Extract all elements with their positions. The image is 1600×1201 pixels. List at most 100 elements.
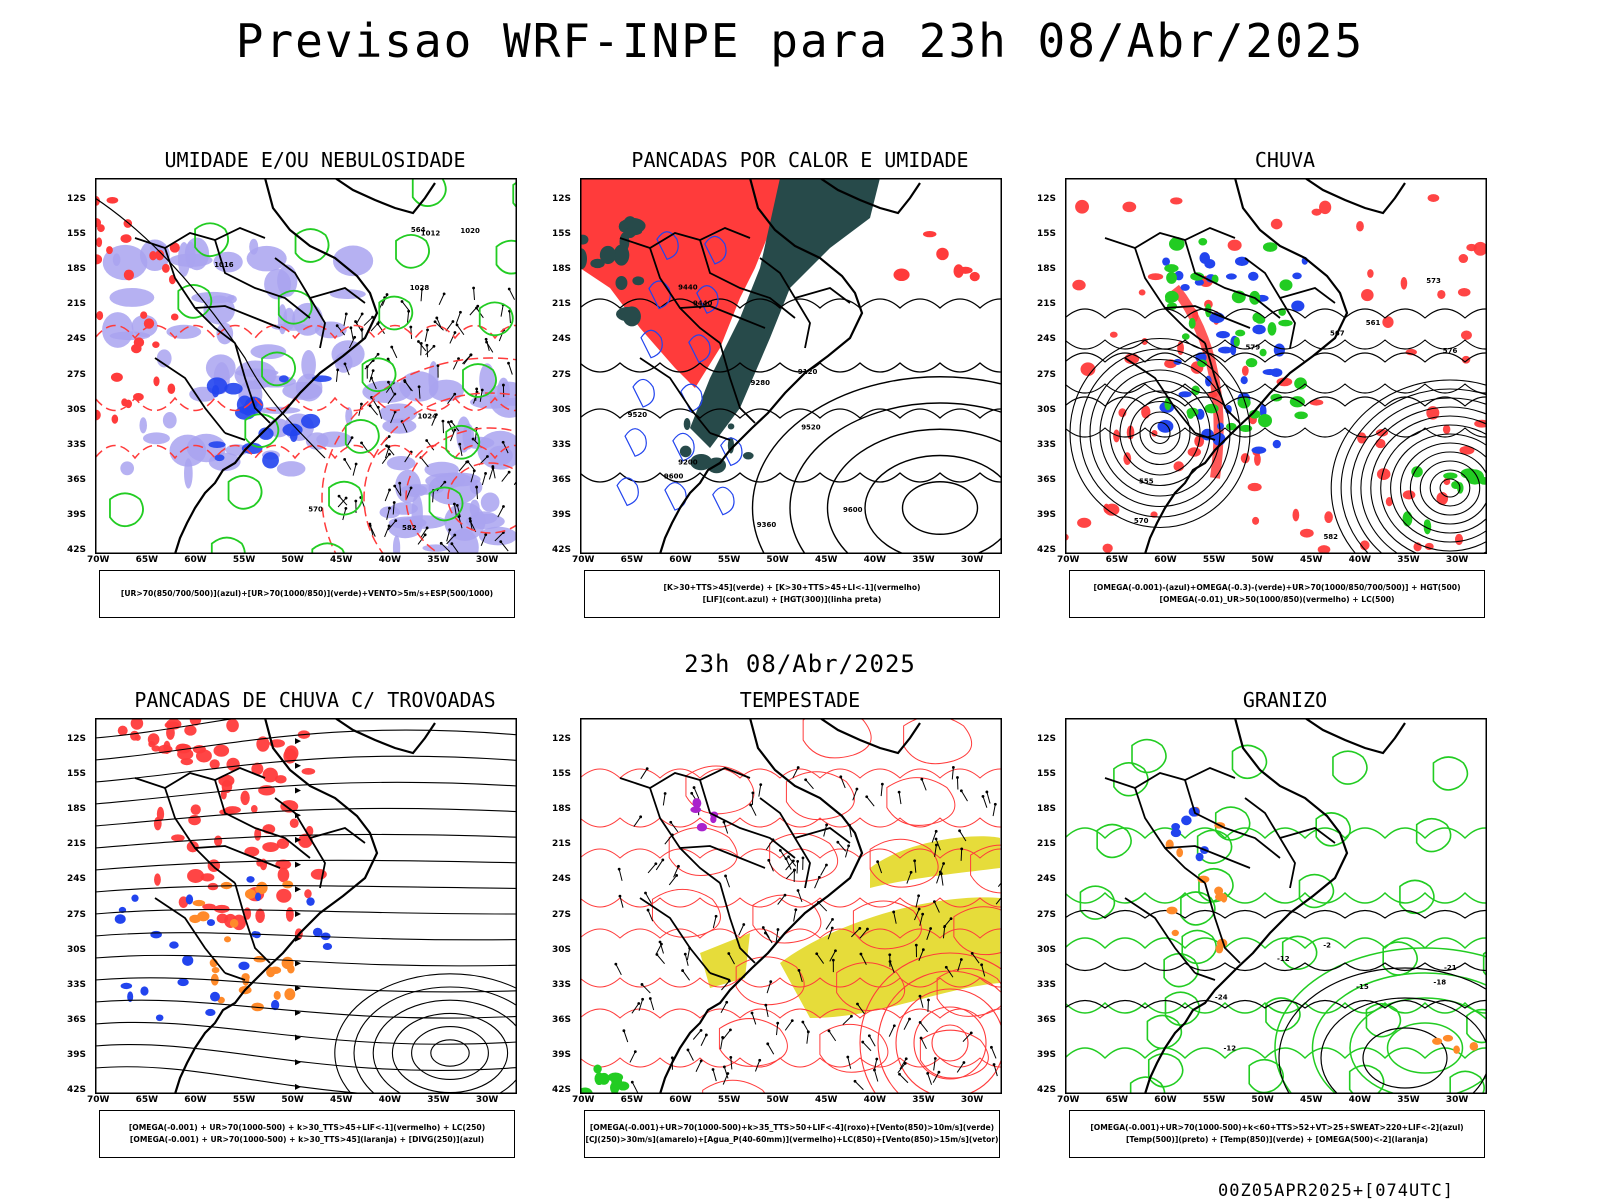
panel-legend: [K>30+TTS>45](verde) + [K>30+TTS>45+LI<-… [584,570,1000,618]
longitude-label: 35W [1397,1095,1419,1105]
contour-line [914,1007,986,1079]
latitude-label: 24S [552,334,571,344]
wind-arrowhead [677,865,680,868]
shaded-area [481,492,500,512]
shaded-area [120,461,134,475]
forecast-map [95,718,517,1094]
wind-arrowhead [758,1059,761,1062]
wind-arrowhead [661,859,664,862]
wind-vector [777,1023,778,1035]
wind-vector [619,869,622,881]
contour-label: 1020 [460,227,480,235]
wind-vector [353,464,356,476]
latitude-label: 33S [552,440,571,450]
latitude-label: 33S [552,980,571,990]
longitude-label: 45W [815,1095,837,1105]
wind-vector [993,804,995,816]
panel-title: CHUVA [1065,148,1505,172]
contour-label: 9520 [801,423,821,431]
shaded-area [1148,273,1163,280]
contour-line [412,1027,489,1080]
shaded-area [230,919,239,928]
latitude-label: 39S [552,1050,571,1060]
wind-arrowhead [856,1003,859,1006]
wind-vector [824,825,827,837]
wind-vector [336,370,337,382]
shaded-area [238,962,249,971]
shaded-area [1228,240,1242,251]
shaded-area [1252,446,1267,453]
state-border [225,433,245,440]
wind-arrowhead [850,1015,853,1018]
water-vapor-contour [920,1030,988,1078]
shaded-area [274,991,281,1000]
wind-vector [818,902,826,911]
longitude-label: 55W [1203,555,1225,565]
latitude-label: 42S [552,1085,571,1095]
shaded-area [1218,347,1233,354]
shaded-area [193,900,206,906]
wind-arrowhead [450,542,453,545]
latitude-label: 12S [67,734,86,744]
wind-arrowhead [386,293,389,296]
wind-arrowhead [344,363,347,366]
latitude-label: 15S [552,769,571,779]
shaded-area [1248,272,1258,281]
wind-vector [641,769,647,779]
wind-arrowhead [684,953,687,956]
latitude-label: 27S [1037,910,1056,920]
longitude-label: 50W [766,1095,788,1105]
panel-title: PANCADAS DE CHUVA C/ TROVOADAS [95,688,535,712]
shaded-area [162,264,170,273]
shaded-area [245,889,256,899]
wind-arrowhead [492,467,495,470]
shaded-area [304,889,312,898]
latitude-label: 36S [552,1015,571,1025]
shaded-area [167,383,175,393]
latitude-label: 12S [552,194,571,204]
wind-vector [806,780,814,789]
wind-arrowhead [472,287,475,290]
wind-vector [778,895,785,904]
wind-vector [427,345,428,357]
shaded-area [1226,273,1237,279]
wind-arrowhead [960,789,963,792]
panel-legend: [OMEGA(-0.001)+UR>70(1000-500)+k>35_TTS>… [584,1110,1000,1158]
wind-arrowhead [910,871,913,874]
wind-arrowhead [355,463,358,466]
wind-vector [863,1042,871,1051]
shaded-area [187,869,204,883]
wind-vector [713,1070,716,1082]
wind-arrowhead [985,791,988,794]
wind-arrowhead [797,766,800,769]
wind-arrowhead [776,1022,779,1025]
streamline-arrow [295,763,301,769]
shaded-area [1367,269,1373,278]
latitude-label: 21S [1037,839,1056,849]
longitude-label: 30W [961,555,983,565]
latitude-label: 24S [67,334,86,344]
wind-arrowhead [762,926,765,929]
wind-arrowhead [892,911,895,914]
temp-850-contour [1232,745,1266,778]
temp-850-contour [1433,757,1467,790]
contour-label: 9440 [678,283,698,291]
shaded-area [608,1073,623,1082]
shaded-area [148,733,160,745]
shaded-area [247,246,287,272]
shaded-area [1300,529,1314,538]
longitude-label: 65W [136,555,158,565]
latitude-label: 15S [67,769,86,779]
longitude-label: 40W [379,1095,401,1105]
wind-vector [798,891,802,902]
shaded-area [205,1009,215,1016]
wind-arrowhead [338,495,341,498]
shaded-area [595,1072,604,1085]
wind-vector [786,870,794,879]
shaded-area [1072,280,1085,291]
wind-vector [713,916,716,928]
wind-arrowhead [794,908,797,911]
panel-title: UMIDADE E/OU NEBULOSIDADE [95,148,535,172]
humidity-contour [296,229,329,262]
wind-vector [439,294,444,305]
